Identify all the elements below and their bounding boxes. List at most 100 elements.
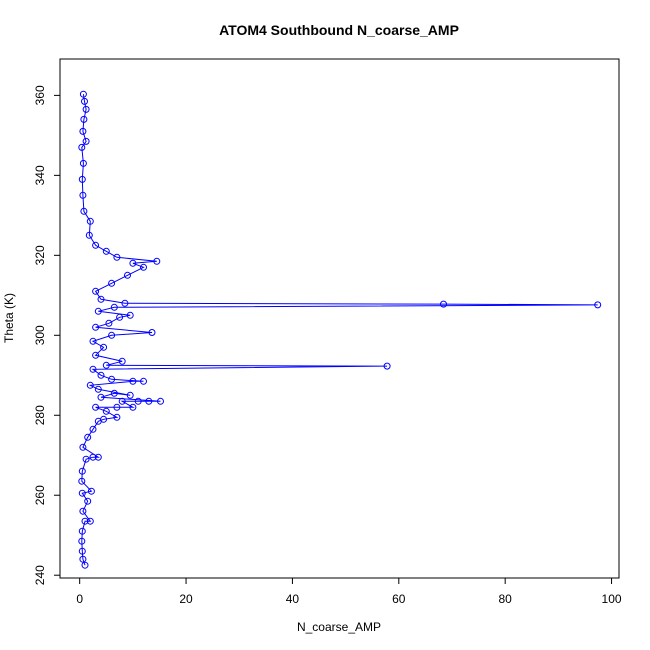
data-point <box>113 413 121 421</box>
data-point <box>82 137 90 145</box>
data-point <box>78 477 86 485</box>
data-point <box>79 191 87 199</box>
data-point <box>89 337 97 345</box>
data-point <box>92 323 100 331</box>
data-point <box>105 319 113 327</box>
data-point <box>80 207 88 215</box>
data-point <box>97 295 105 303</box>
y-tick-label: 340 <box>33 165 47 185</box>
data-point <box>86 517 94 525</box>
data-point <box>108 279 116 287</box>
data-point <box>97 371 105 379</box>
data-point <box>440 300 447 308</box>
data-point <box>78 537 86 545</box>
data-point <box>85 231 93 239</box>
plot-frame <box>59 58 620 579</box>
data-point <box>79 90 87 98</box>
data-point <box>89 425 97 433</box>
x-tick-label: 100 <box>602 592 622 606</box>
data-point <box>102 407 110 415</box>
data-point <box>78 489 86 497</box>
data-point <box>113 253 121 261</box>
data-point <box>124 271 131 279</box>
data-point <box>92 351 100 359</box>
x-tick-label: 60 <box>392 592 406 606</box>
data-point <box>78 547 86 555</box>
data-point <box>126 311 134 319</box>
x-axis: 0 20 40 60 80 100 <box>76 577 622 606</box>
data-point <box>100 415 108 423</box>
chart-title: ATOM4 Southbound N_coarse_AMP <box>219 22 459 38</box>
y-axis-label: Theta (K) <box>2 293 16 343</box>
data-point <box>79 443 87 451</box>
data-point <box>383 362 391 370</box>
data-point <box>129 377 137 385</box>
data-point <box>89 365 97 373</box>
data-point <box>134 397 142 405</box>
data-point <box>100 343 108 351</box>
y-axis: 240 260 280 300 320 340 360 <box>33 85 61 585</box>
data-point <box>84 433 92 441</box>
data-point <box>80 115 88 123</box>
x-axis-label: N_coarse_AMP <box>297 620 381 634</box>
data-point <box>82 105 90 113</box>
series-point-group <box>78 90 602 569</box>
data-point <box>97 393 105 401</box>
x-tick-label: 40 <box>286 592 300 606</box>
data-point <box>94 453 102 461</box>
data-point <box>102 247 110 255</box>
data-point <box>121 299 129 307</box>
data-point <box>129 259 137 267</box>
data-point <box>92 287 100 295</box>
data-point <box>92 403 100 411</box>
y-tick-label: 320 <box>33 245 47 265</box>
data-point <box>102 361 110 369</box>
data-point <box>89 453 97 461</box>
data-point <box>148 329 156 336</box>
data-point <box>79 159 87 167</box>
data-point <box>78 467 86 475</box>
data-point <box>153 257 161 265</box>
data-point <box>84 497 92 505</box>
data-point <box>79 555 87 563</box>
y-tick-label: 360 <box>33 85 47 105</box>
data-point <box>81 561 89 569</box>
data-point <box>116 313 124 321</box>
x-tick-label: 80 <box>498 592 512 606</box>
data-point <box>81 517 89 525</box>
data-point <box>81 97 88 105</box>
data-point <box>140 263 147 271</box>
data-point <box>78 143 86 151</box>
data-point <box>82 455 90 463</box>
y-tick-label: 260 <box>33 485 47 505</box>
data-point <box>140 377 147 385</box>
data-point <box>108 331 116 339</box>
y-tick-label: 300 <box>33 325 47 345</box>
x-tick-label: 0 <box>76 592 83 606</box>
data-point <box>79 127 87 135</box>
data-point <box>92 241 100 249</box>
data-point <box>86 381 94 389</box>
x-tick-label: 20 <box>179 592 193 606</box>
data-point <box>86 217 94 225</box>
data-point <box>129 403 137 411</box>
data-point <box>157 397 164 405</box>
data-point <box>94 385 102 393</box>
data-point <box>126 391 134 399</box>
series-line <box>81 94 598 566</box>
data-point <box>108 375 116 383</box>
data-point <box>145 397 153 405</box>
data-point <box>118 397 126 405</box>
series-line-group <box>81 94 598 566</box>
data-point <box>110 389 118 397</box>
data-point <box>94 307 102 315</box>
y-tick-label: 240 <box>33 565 47 585</box>
data-point <box>78 175 86 183</box>
data-point <box>78 527 86 535</box>
data-point <box>110 303 118 311</box>
data-point <box>118 357 126 365</box>
data-point <box>594 301 602 309</box>
data-point <box>87 487 95 495</box>
y-tick-label: 280 <box>33 405 47 425</box>
